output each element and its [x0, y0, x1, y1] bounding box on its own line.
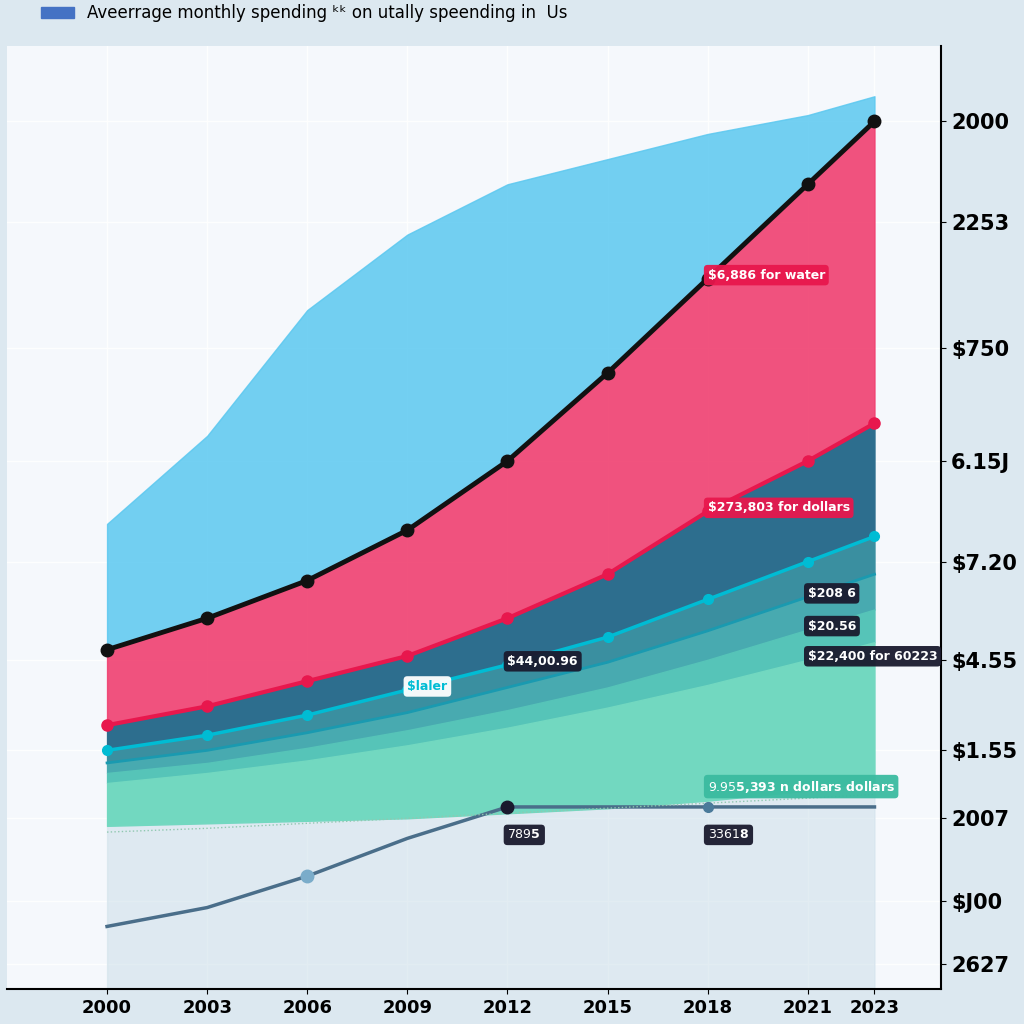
Text: $22,400 for 60223: $22,400 for 60223: [808, 650, 937, 663]
Text: $3361 $8: $3361 $8: [708, 828, 750, 842]
Text: $208 6: $208 6: [808, 587, 856, 600]
Text: $789 $5: $789 $5: [508, 828, 541, 842]
Text: $273,803 for dollars: $273,803 for dollars: [708, 502, 850, 514]
Text: $6,886 for water: $6,886 for water: [708, 268, 825, 282]
Text: $9.95 $5,393 n dollars dollars: $9.95 $5,393 n dollars dollars: [708, 778, 895, 795]
Legend: Aveerrage monthly spending ᵏᵏ on utally speending in  Us: Aveerrage monthly spending ᵏᵏ on utally …: [34, 0, 574, 29]
Text: $20.56: $20.56: [808, 620, 856, 633]
Text: $44,00.96: $44,00.96: [508, 654, 578, 668]
Text: $laler: $laler: [408, 680, 447, 693]
